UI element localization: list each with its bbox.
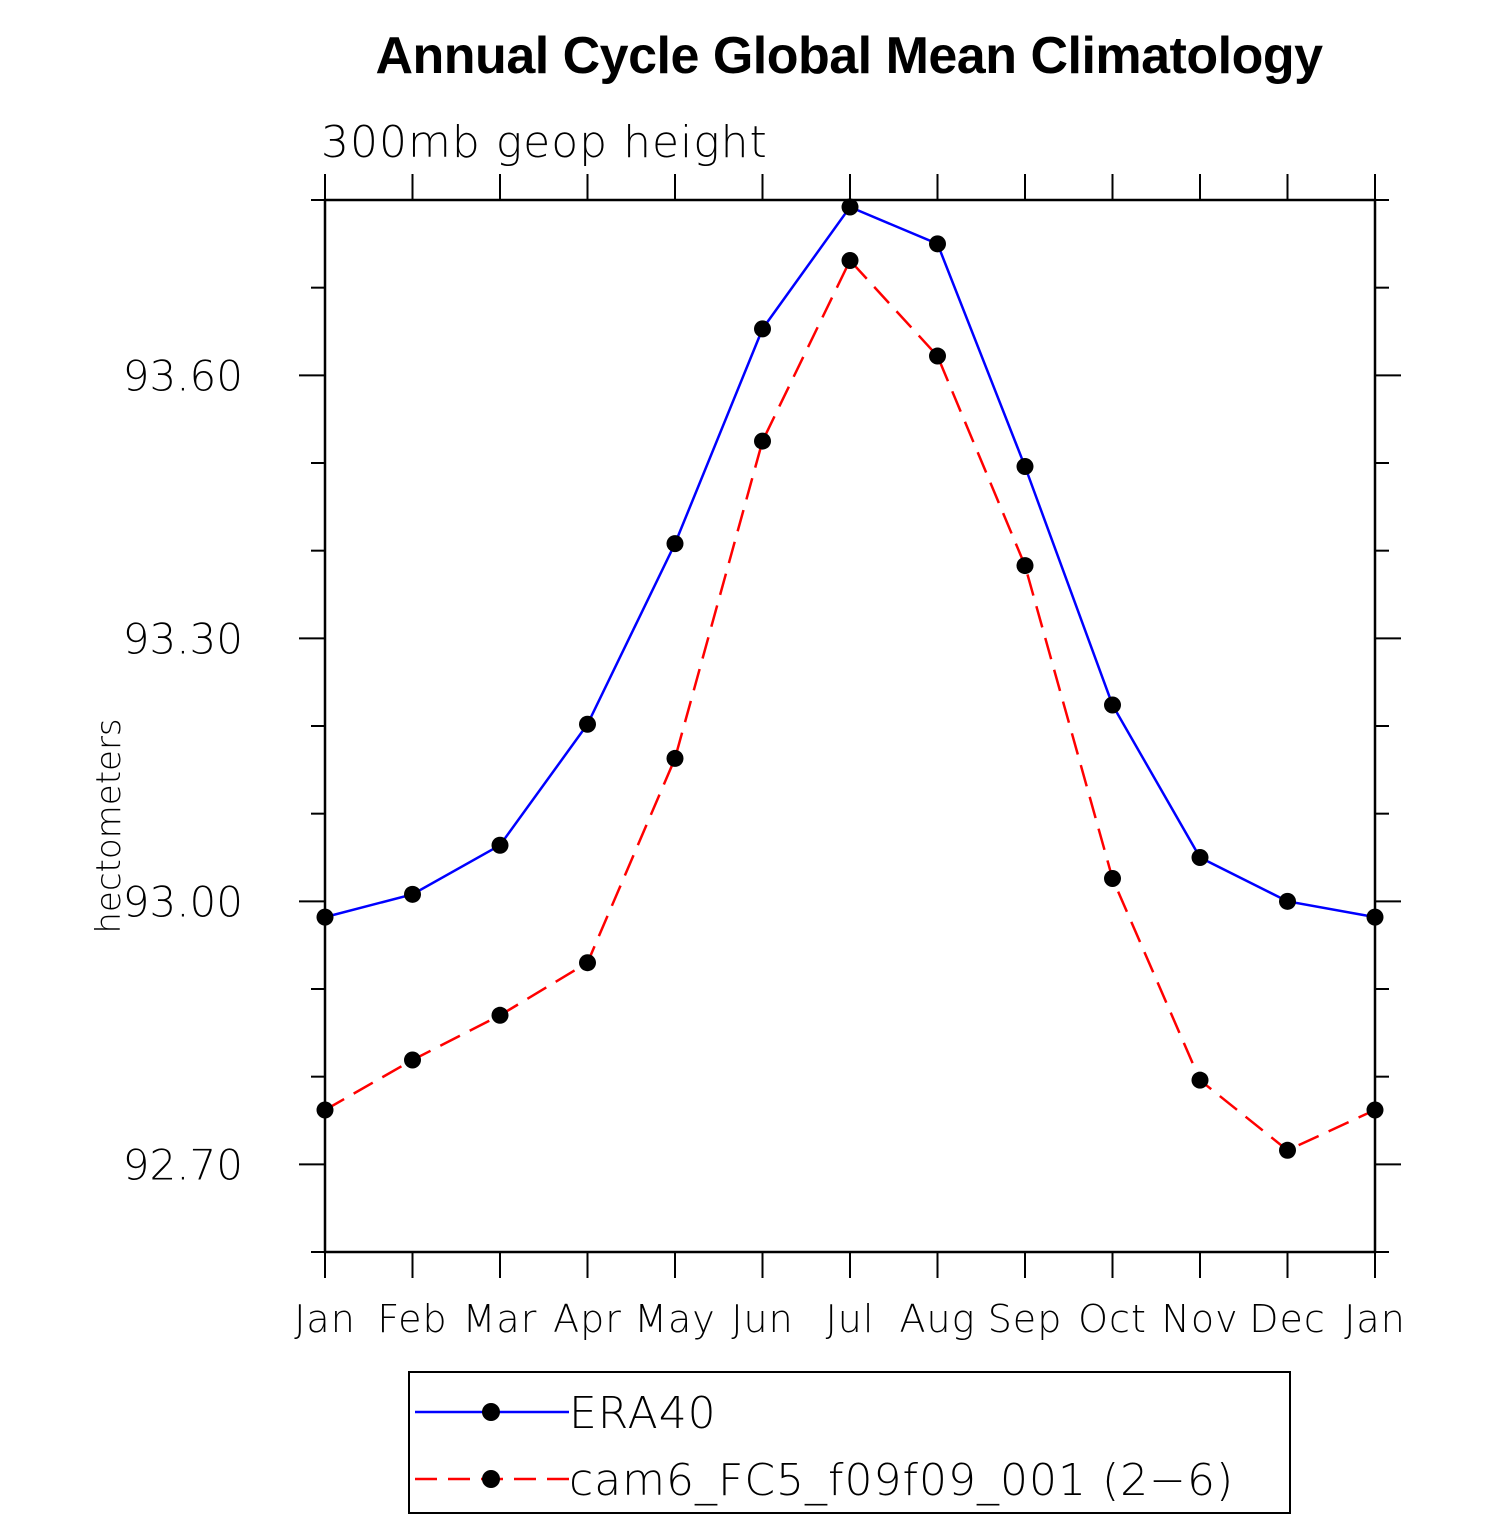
- x-tick-label: Apr: [553, 1297, 622, 1341]
- data-point: [1104, 696, 1121, 714]
- data-point: [754, 432, 771, 450]
- data-point: [1016, 458, 1034, 476]
- x-tick-label: Sep: [988, 1297, 1063, 1341]
- chart-subtitle: 300mb geop height: [321, 117, 768, 168]
- legend-box: [408, 1371, 1291, 1514]
- data-point: [491, 836, 509, 854]
- data-point: [1366, 1101, 1384, 1119]
- legend-label-1: ERA40: [569, 1388, 717, 1439]
- x-tick-label: Dec: [1249, 1297, 1326, 1341]
- data-point: [841, 251, 859, 269]
- data-point: [1191, 849, 1209, 866]
- data-point: [404, 1051, 421, 1069]
- data-point: [579, 715, 596, 733]
- x-tick-label: Jan: [294, 1297, 356, 1341]
- chart-title: Annual Cycle Global Mean Climatology: [375, 27, 1323, 85]
- legend-marker-2: [482, 1470, 500, 1488]
- data-point: [316, 908, 334, 926]
- legend-label-2: cam6_FC5_f09f09_001 (2−6): [569, 1455, 1234, 1506]
- x-tick-label: Mar: [463, 1297, 538, 1341]
- data-point: [316, 1101, 334, 1119]
- data-point: [1279, 1141, 1296, 1159]
- x-tick-label: Jan: [1344, 1297, 1406, 1341]
- data-point: [1279, 892, 1296, 910]
- data-point: [841, 198, 859, 216]
- x-tick-label: Jun: [731, 1297, 793, 1341]
- x-tick-label: Jul: [826, 1297, 875, 1341]
- y-tick-label: 93.60: [123, 351, 243, 400]
- data-point: [929, 235, 946, 253]
- data-point: [1016, 557, 1034, 575]
- data-point: [1104, 870, 1121, 888]
- data-point: [929, 347, 946, 365]
- series-line-2: [324, 258, 1376, 1152]
- series-line-1: [324, 205, 1376, 919]
- y-tick-label: 93.30: [123, 614, 243, 663]
- x-tick-label: Oct: [1078, 1297, 1147, 1341]
- data-point: [491, 1006, 509, 1024]
- legend-marker-1: [482, 1403, 500, 1421]
- y-tick-label: 92.70: [123, 1140, 243, 1189]
- data-point: [579, 954, 596, 972]
- x-tick-label: Nov: [1161, 1297, 1238, 1341]
- y-tick-label: 93.00: [123, 877, 243, 926]
- data-point: [1191, 1071, 1209, 1089]
- data-point: [1366, 908, 1384, 926]
- x-tick-label: May: [634, 1297, 716, 1341]
- data-point: [666, 749, 684, 767]
- data-point: [754, 320, 771, 338]
- data-point: [404, 885, 421, 903]
- data-point: [666, 535, 684, 553]
- x-tick-label: Aug: [900, 1297, 976, 1341]
- y-axis-label: hectometers: [89, 718, 129, 933]
- plot-frame: [323, 198, 1377, 1254]
- x-tick-label: Feb: [377, 1297, 447, 1341]
